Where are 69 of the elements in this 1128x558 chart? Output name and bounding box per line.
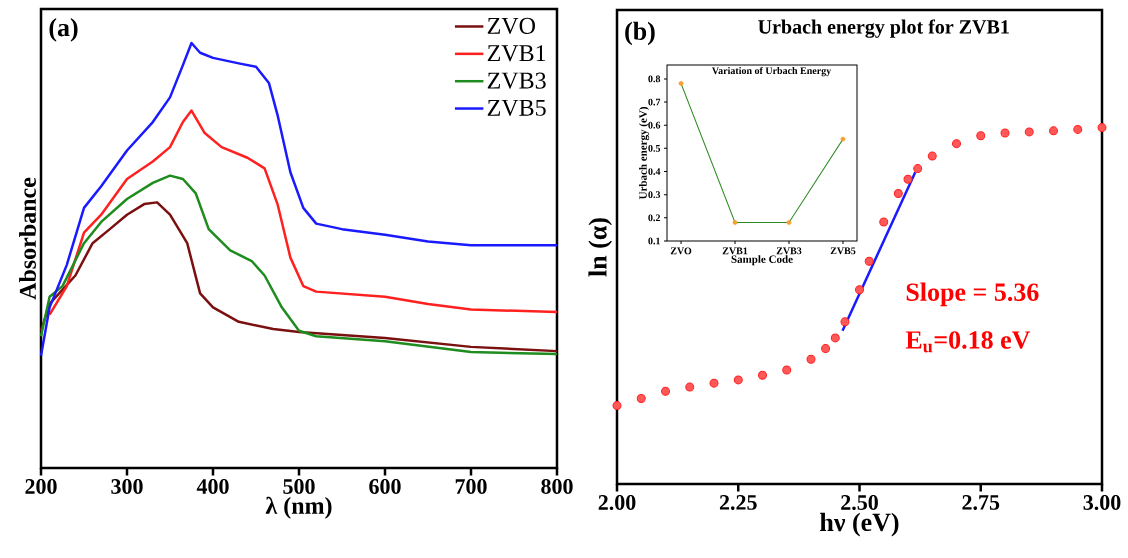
- point: [821, 344, 831, 354]
- x-tick-label: 2.75: [962, 495, 1000, 510]
- y-tick-label: 0.6: [648, 121, 661, 129]
- annotation: Slope = 5.36: [906, 282, 1039, 307]
- point: [830, 333, 840, 343]
- point: [913, 164, 923, 174]
- y-tick-label: 0.7: [648, 98, 661, 106]
- point: [709, 378, 719, 388]
- point: [1049, 126, 1059, 136]
- y-tick-label: 0.5: [648, 144, 661, 152]
- y-tick-label: 0.8: [648, 75, 661, 83]
- point: [786, 220, 792, 225]
- x-tick-label: 400: [196, 479, 229, 494]
- legend-label: ZVB3: [487, 72, 546, 89]
- point: [636, 393, 646, 403]
- y-tick-label: 0.1: [648, 237, 660, 245]
- point: [758, 370, 767, 380]
- point: [893, 189, 903, 199]
- point: [678, 81, 684, 86]
- point: [732, 220, 738, 225]
- y-axis-title: ln (α): [588, 218, 612, 277]
- x-axis-title: λ (nm): [265, 496, 332, 519]
- x-tick-label: 3.00: [1083, 495, 1121, 510]
- x-tick-label: 2.50: [841, 495, 878, 510]
- x-tick-label: ZVB5: [830, 247, 856, 255]
- point: [612, 401, 622, 411]
- point: [1097, 123, 1107, 133]
- text: (b): [625, 21, 655, 46]
- y-tick-label: 0.3: [648, 191, 661, 199]
- y-axis-title: Absorbance: [19, 177, 36, 300]
- annotation: E$_{u}$=0.18 eV: [905, 331, 1031, 353]
- point: [1073, 124, 1083, 134]
- x-tick-label: 800: [541, 479, 573, 494]
- x-tick-label: ZVB1: [722, 247, 748, 255]
- x-tick-label: 600: [369, 479, 401, 494]
- x-axis-title: Sample Code: [731, 255, 793, 266]
- text: (a): [49, 18, 78, 42]
- point: [903, 174, 913, 184]
- point: [806, 354, 816, 364]
- x-tick-label: 500: [283, 479, 315, 494]
- point: [840, 136, 846, 142]
- chart-title: Variation of Urbach Energy: [711, 66, 832, 77]
- chart-title: Urbach energy plot for ZVB1: [758, 19, 1009, 38]
- legend-label: ZVB5: [487, 99, 546, 116]
- x-tick-label: 2.25: [719, 495, 757, 510]
- x-tick-label: 2.00: [598, 495, 636, 510]
- point: [855, 285, 865, 295]
- point: [685, 382, 695, 392]
- legend-label: ZVO: [487, 17, 535, 35]
- x-tick-label: ZVO: [670, 247, 692, 255]
- x-tick-label: 200: [25, 479, 57, 494]
- point: [864, 256, 874, 266]
- x-axis-title: hν (eV): [820, 512, 899, 537]
- y-tick-label: 0.2: [648, 214, 661, 222]
- point: [1024, 127, 1034, 137]
- point: [782, 365, 792, 375]
- y-tick-label: 0.4: [648, 168, 661, 175]
- x-tick-label: ZVB3: [776, 247, 802, 255]
- point: [952, 139, 961, 149]
- point: [976, 131, 986, 141]
- point: [840, 317, 850, 327]
- point: [879, 217, 889, 227]
- legend-label: ZVB1: [487, 45, 546, 62]
- point: [733, 375, 743, 385]
- x-tick-label: 300: [111, 479, 143, 494]
- point: [661, 386, 671, 396]
- point: [1000, 128, 1010, 138]
- point: [927, 151, 937, 161]
- x-tick-label: 700: [455, 479, 487, 494]
